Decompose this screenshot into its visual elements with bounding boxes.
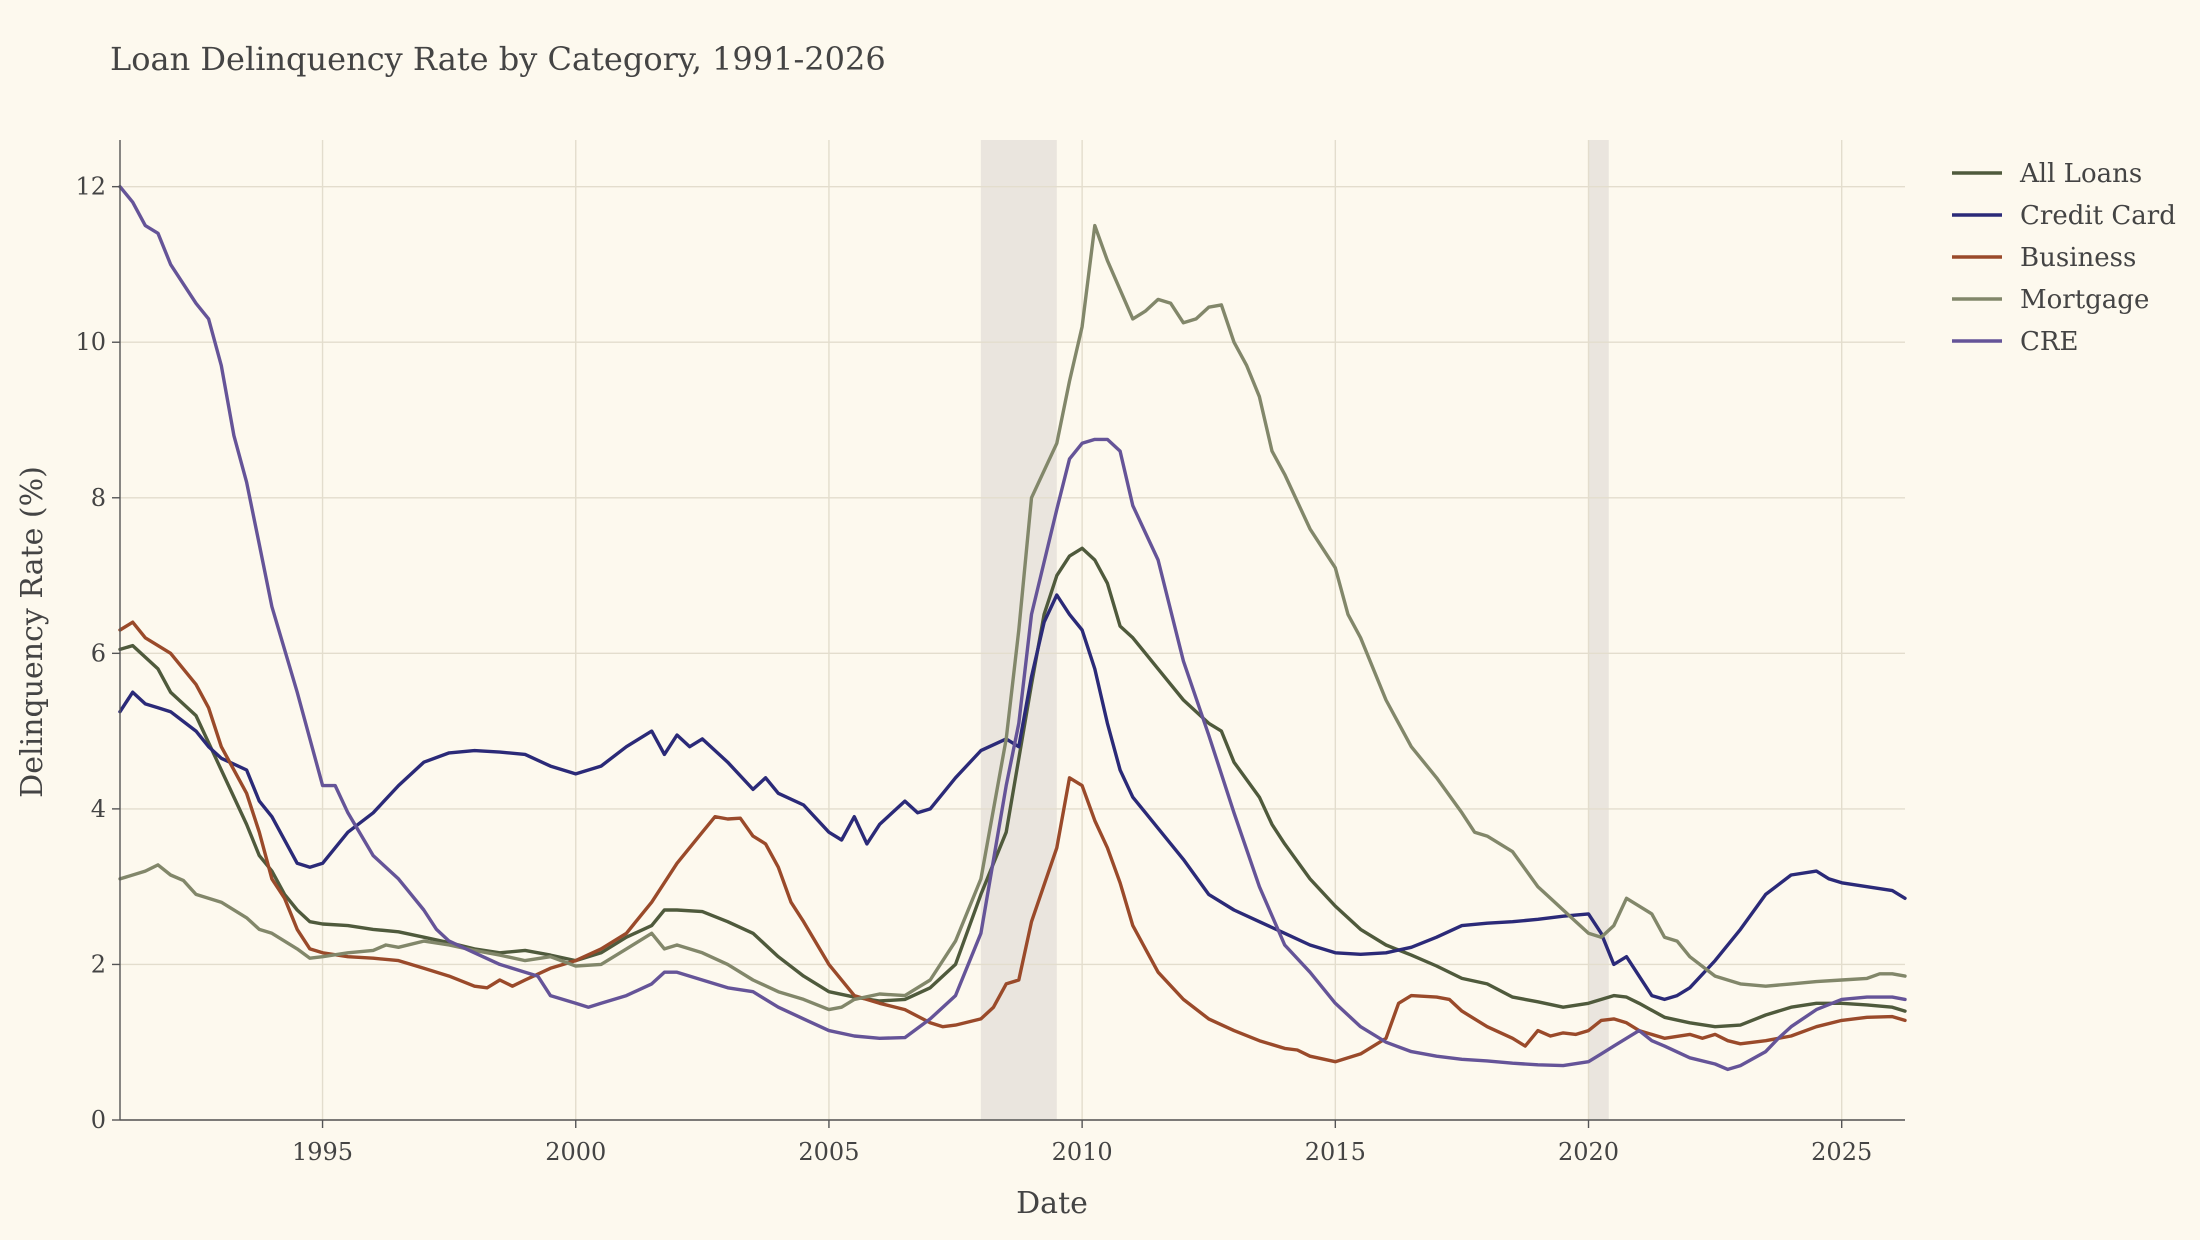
x-tick-label: 1995 <box>292 1138 353 1166</box>
x-tick-label: 2005 <box>798 1138 859 1166</box>
y-tick-label: 6 <box>91 639 106 667</box>
recession-shading <box>980 140 1609 1120</box>
legend-label-credit-card: Credit Card <box>2020 201 2176 231</box>
recession-band-2 <box>1588 140 1609 1120</box>
x-axis-ticks: 1995 2000 2005 2010 2015 2020 2025 <box>292 1120 1872 1166</box>
legend-label-cre: CRE <box>2020 327 2078 357</box>
y-tick-label: 8 <box>91 484 106 512</box>
y-tick-label: 12 <box>75 173 106 201</box>
y-axis-title: Delinquency Rate (%) <box>15 466 50 798</box>
axes <box>119 140 1905 1121</box>
series-lines <box>118 185 1907 1072</box>
legend-label-all-loans: All Loans <box>2019 159 2142 189</box>
series-line-mortgage <box>118 223 1907 1012</box>
x-tick-label: 2020 <box>1558 1138 1619 1166</box>
legend-label-mortgage: Mortgage <box>2020 285 2149 315</box>
legend: All Loans Credit Card Business Mortgage CRE <box>1952 159 2176 357</box>
y-tick-label: 4 <box>91 795 106 823</box>
x-tick-label: 2000 <box>545 1138 606 1166</box>
x-tick-label: 2025 <box>1811 1138 1872 1166</box>
x-axis-title: Date <box>1016 1186 1088 1221</box>
y-tick-label: 0 <box>91 1106 106 1134</box>
y-tick-label: 2 <box>91 950 106 978</box>
series-line-cre <box>118 185 1907 1072</box>
y-tick-label: 10 <box>75 328 106 356</box>
x-tick-label: 2010 <box>1052 1138 1113 1166</box>
y-axis-ticks: 0 2 4 6 8 10 12 <box>75 173 120 1134</box>
legend-label-business: Business <box>2020 243 2136 273</box>
chart-title: Loan Delinquency Rate by Category, 1991-… <box>110 40 886 78</box>
x-tick-label: 2015 <box>1305 1138 1366 1166</box>
series-line-business <box>118 620 1907 1064</box>
